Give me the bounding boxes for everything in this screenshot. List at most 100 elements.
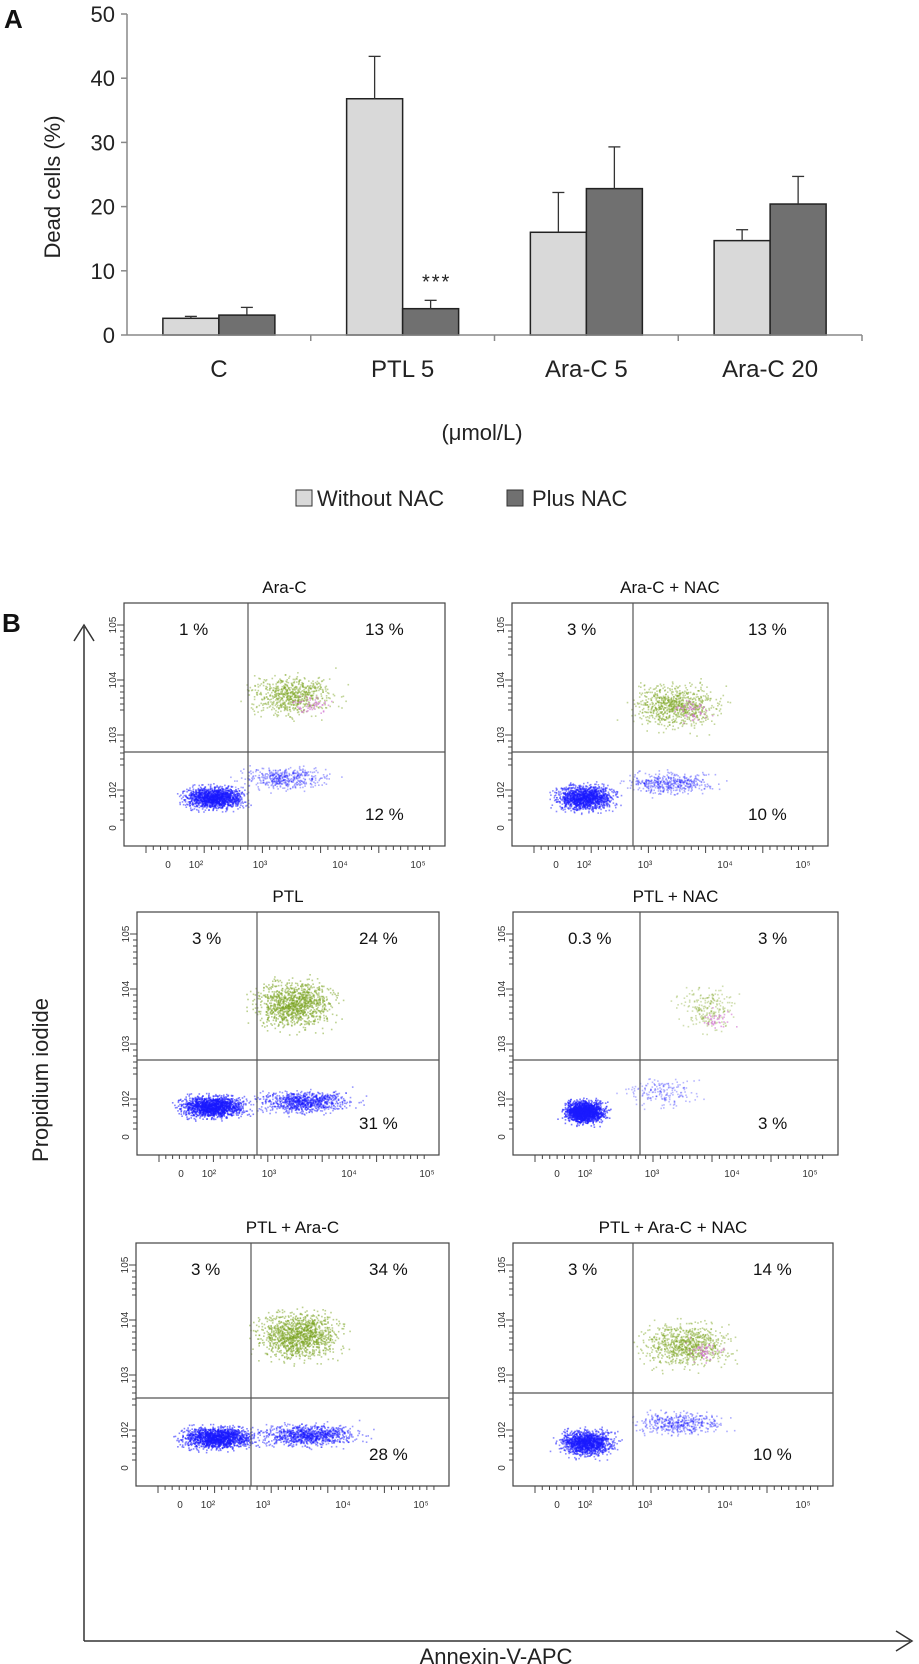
y-tick-label: 10	[91, 259, 115, 284]
error-bars	[184, 55, 805, 319]
y-tick-label: 40	[91, 66, 115, 91]
x-decade-label: 10⁴	[335, 1500, 350, 1511]
quadrant-upper-right-percent: 24 %	[359, 929, 398, 948]
bar	[585, 187, 644, 336]
y-tick-label: 0	[103, 323, 115, 348]
flow-plot: Ara-C 1 % 13 % 12 % 105 104 103 102 0 0 10² 10³ 10⁴ 1…	[108, 578, 446, 871]
flow-plots: Ara-C 1 % 13 % 12 % 105 104 103 102 0 0 10² 10³ 10⁴ 1…	[108, 578, 839, 1511]
y-decade-label: 103	[120, 1366, 131, 1383]
legend-swatch-without-nac	[295, 489, 313, 507]
x-decade-label: 0	[178, 1169, 184, 1180]
bar	[529, 231, 588, 336]
x-decade-label: 10³	[638, 860, 653, 871]
plot-title: PTL + Ara-C + NAC	[599, 1218, 748, 1237]
x-decade-label: 0	[554, 1500, 560, 1511]
y-decade-label: 103	[497, 1035, 508, 1052]
x-decade-label: 10²	[577, 860, 592, 871]
quadrant-lower-right-percent: 28 %	[369, 1445, 408, 1464]
x-decade-label: 10³	[253, 860, 268, 871]
x-decade-label: 10⁵	[419, 1169, 434, 1180]
bar	[345, 97, 404, 336]
quadrant-upper-left-percent: 3 %	[192, 929, 221, 948]
y-zero-label: 0	[108, 825, 119, 831]
significance-mark: ***	[422, 271, 451, 293]
flow-plot: PTL + NAC 0.3 % 3 % 3 % 105 104 103 102 0 0 10² 10³…	[497, 887, 839, 1180]
quadrant-lower-right-percent: 3 %	[758, 1114, 787, 1133]
plot-y-ticks: 105 104 103 102 0	[496, 616, 512, 831]
plot-x-ticks: 0 10² 10³ 10⁴ 10⁵	[534, 1155, 824, 1180]
y-axis-ticks: 0 10 20 30 40 50	[91, 2, 127, 348]
plot-x-ticks: 0 10² 10³ 10⁴ 10⁵	[534, 1486, 819, 1511]
quadrant-upper-right-percent: 13 %	[748, 620, 787, 639]
cell-events	[173, 1306, 375, 1454]
plot-title: Ara-C + NAC	[620, 578, 720, 597]
plot-y-ticks: 105 104 103 102 0	[108, 616, 124, 831]
quadrant-upper-left-percent: 3 %	[191, 1260, 220, 1279]
category-label: Ara-C 5	[545, 356, 628, 383]
y-decade-label: 104	[121, 980, 132, 997]
y-zero-label: 0	[121, 1134, 132, 1140]
y-decade-label: 104	[496, 671, 507, 688]
y-decade-label: 102	[497, 1421, 508, 1438]
y-axis-title: Dead cells (%)	[40, 115, 65, 258]
x-decade-label: 10⁴	[724, 1169, 739, 1180]
x-decade-label: 10³	[645, 1169, 660, 1180]
legend-label-plus-nac: Plus NAC	[532, 486, 627, 511]
y-tick-label: 20	[91, 195, 115, 220]
x-decade-label: 10⁴	[341, 1169, 356, 1180]
quadrant-lower-right-percent: 12 %	[365, 805, 404, 824]
category-label: C	[210, 356, 227, 383]
flow-plot: PTL + Ara-C + NAC 3 % 14 % 10 % 105 104 103 102…	[497, 1218, 834, 1511]
panel-b-flow-cytometry: B Propidium iodide Annexin-V-APC Ara-C 1 …	[2, 578, 914, 1664]
x-decade-label: 10⁴	[717, 1500, 732, 1511]
flow-plot: Ara-C + NAC 3 % 13 % 10 % 105 104 103 102 0 0 10² 1…	[496, 578, 829, 871]
plot-x-ticks: 0 10² 10³ 10⁴ 10⁵	[158, 1155, 435, 1180]
y-decade-label: 105	[108, 616, 119, 633]
y-decade-label: 104	[108, 671, 119, 688]
y-decade-label: 102	[121, 1090, 132, 1107]
plot-y-ticks: 105 104 103 102 0	[497, 1256, 513, 1471]
plot-x-ticks: 0 10² 10³ 10⁴ 10⁵	[157, 1486, 435, 1511]
plot-title: PTL + NAC	[633, 887, 719, 906]
bars	[162, 97, 827, 336]
y-decade-label: 102	[108, 781, 119, 798]
y-decade-label: 102	[120, 1421, 131, 1438]
plot-y-ticks: 105 104 103 102 0	[120, 1256, 136, 1471]
flow-plot: PTL + Ara-C 3 % 34 % 28 % 105 104 103 102 0 0 10² 1…	[120, 1218, 450, 1511]
plot-title: PTL + Ara-C	[246, 1218, 339, 1237]
legend: Without NAC Plus NAC	[295, 486, 627, 511]
quadrant-upper-left-percent: 3 %	[567, 620, 596, 639]
x-decade-label: 10²	[201, 1500, 216, 1511]
plot-title: Ara-C	[262, 578, 306, 597]
x-decade-label: 10³	[256, 1500, 271, 1511]
x-decade-label: 10²	[189, 860, 204, 871]
x-decade-label: 10²	[202, 1169, 217, 1180]
bar	[218, 314, 276, 336]
panel-a-letter: A	[4, 4, 23, 34]
x-decade-label: 10²	[578, 1500, 593, 1511]
y-decade-label: 105	[496, 616, 507, 633]
cell-events	[557, 985, 741, 1128]
x-decade-label: 10²	[578, 1169, 593, 1180]
cell-events	[176, 667, 350, 813]
y-zero-label: 0	[120, 1465, 131, 1471]
x-decade-label: 0	[165, 860, 171, 871]
y-decade-label: 105	[497, 1256, 508, 1273]
bar	[769, 203, 827, 336]
y-arrowhead	[73, 623, 95, 642]
x-decade-label: 10⁵	[410, 860, 425, 871]
x-decade-label: 10⁵	[413, 1500, 428, 1511]
flow-plot: PTL 3 % 24 % 31 % 105 104 103 102 0 0 10² 10³ 10⁴ 10⁵	[121, 887, 440, 1180]
y-zero-label: 0	[497, 1134, 508, 1140]
y-decade-label: 103	[108, 726, 119, 743]
plot-title: PTL	[272, 887, 303, 906]
bar	[713, 239, 771, 336]
x-arrowhead	[895, 1630, 914, 1652]
x-decade-label: 10⁵	[795, 860, 810, 871]
cell-events	[171, 974, 368, 1122]
quadrant-upper-right-percent: 14 %	[753, 1260, 792, 1279]
category-labels: C PTL 5 Ara-C 5 Ara-C 20	[210, 335, 863, 383]
quadrant-lower-right-percent: 10 %	[748, 805, 787, 824]
cell-events	[549, 1317, 739, 1462]
